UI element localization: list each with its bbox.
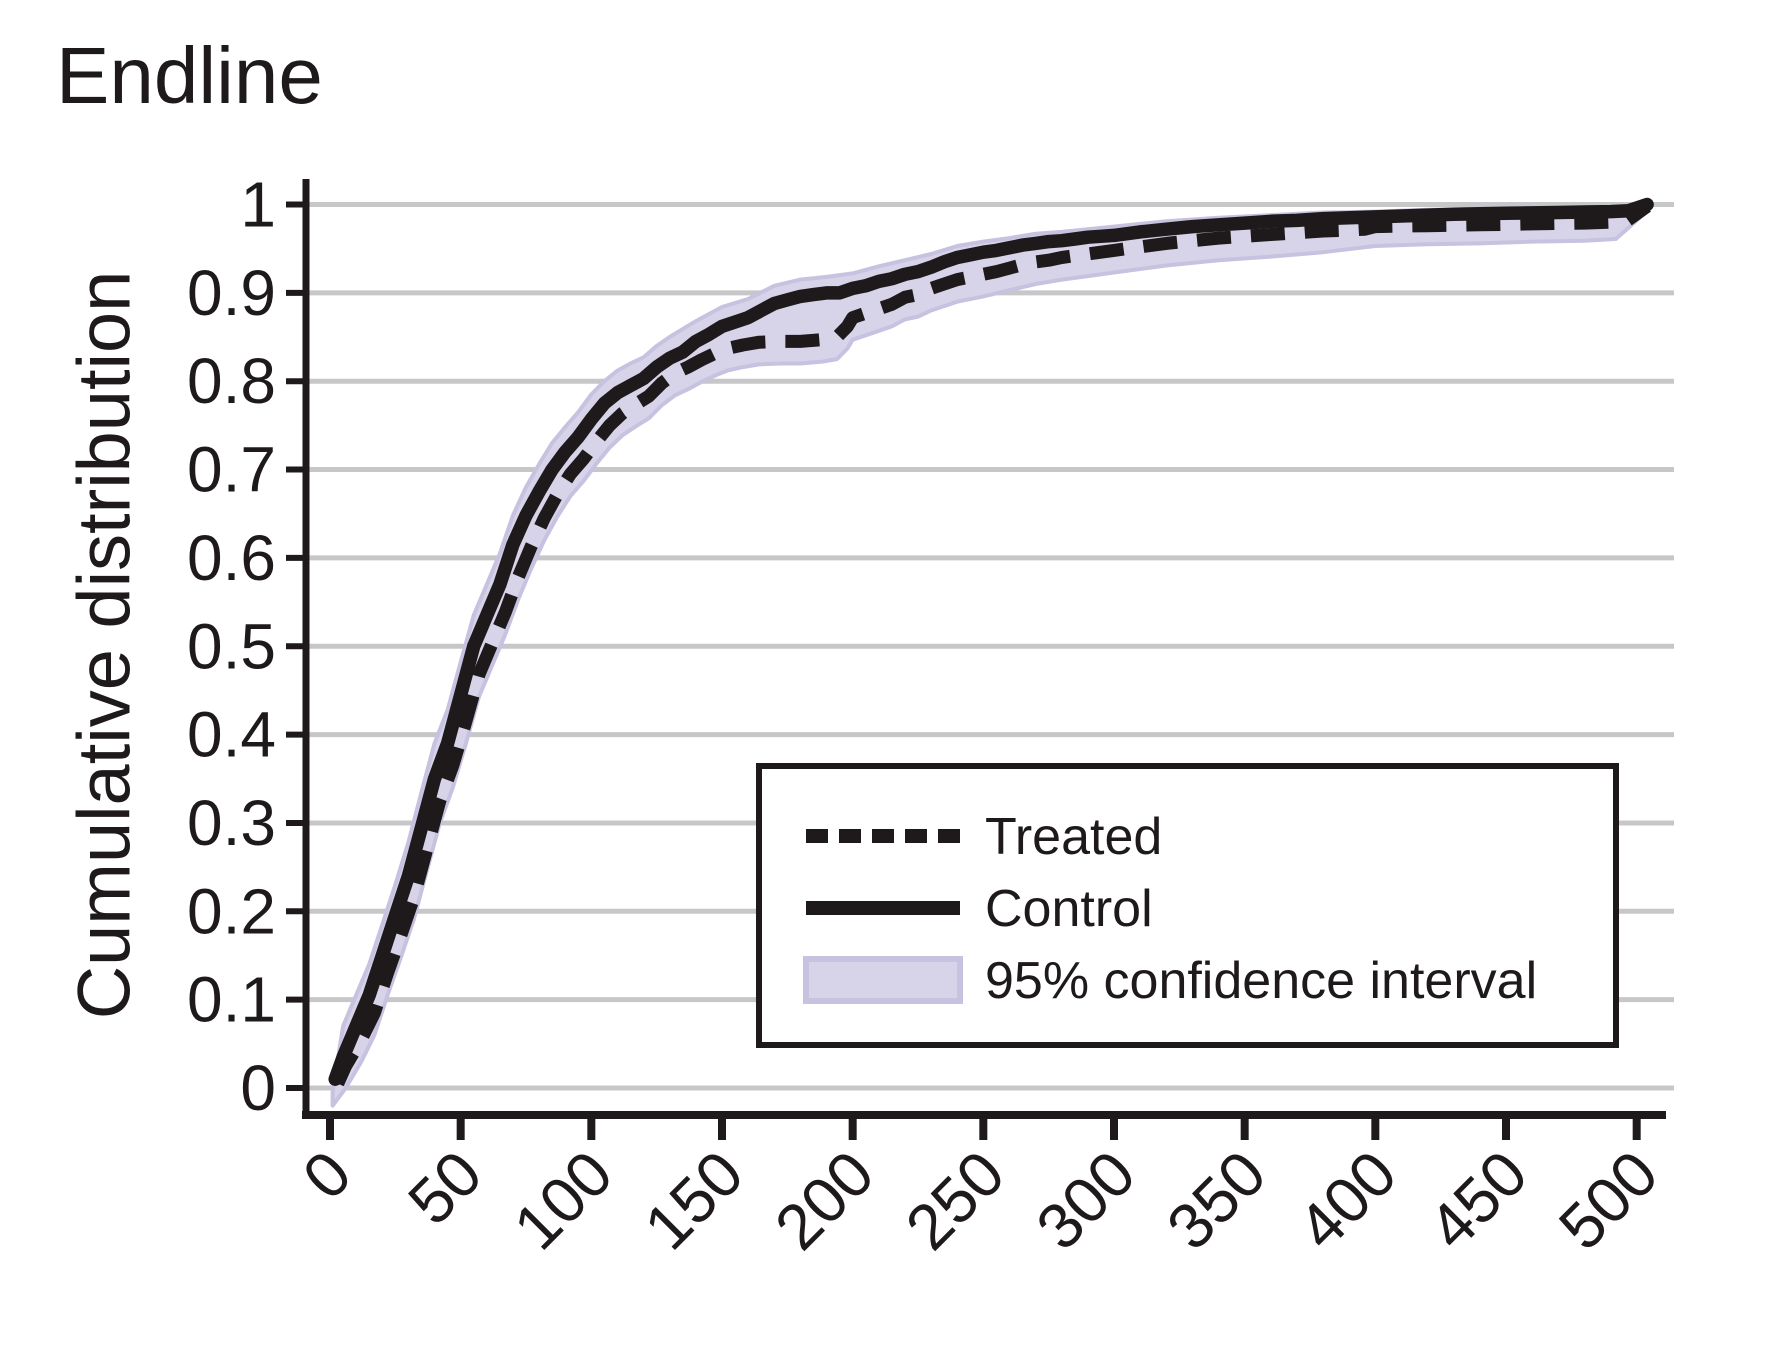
confidence-band: [330, 199, 1652, 1108]
y-tick-label: 1: [240, 169, 276, 241]
x-tick-label: 50: [394, 1137, 495, 1238]
x-tick-label: 500: [1545, 1137, 1671, 1263]
x-tick-label: 350: [1153, 1137, 1279, 1263]
legend-ci-swatch: [803, 956, 963, 1004]
x-tick-label: 200: [761, 1137, 887, 1263]
y-tick-label: 0.2: [187, 875, 276, 947]
y-tick-label: 0: [240, 1052, 276, 1124]
control-line: [328, 197, 1654, 1086]
y-tick-label: 0.4: [187, 699, 276, 771]
x-tick-label: 0: [289, 1137, 365, 1213]
y-tick-label: 0.1: [187, 964, 276, 1036]
x-tick-label: 100: [500, 1137, 626, 1263]
y-tick-label: 0.3: [187, 787, 276, 859]
x-tick-label: 400: [1284, 1137, 1410, 1263]
y-axis-title: Cumulative distribution: [62, 270, 146, 1020]
x-tick-label: 250: [892, 1137, 1018, 1263]
chart-title: Endline: [56, 31, 323, 120]
y-tick-label: 0.5: [187, 610, 276, 682]
legend-label: 95% confidence interval: [985, 952, 1537, 1010]
y-tick-label: 0.9: [187, 257, 276, 329]
legend-label: Control: [985, 880, 1153, 938]
y-tick-label: 0.8: [187, 345, 276, 417]
x-tick-label: 450: [1414, 1137, 1540, 1263]
x-tick-label: 300: [1022, 1137, 1148, 1263]
x-tick-label: 150: [630, 1137, 756, 1263]
y-tick-label: 0.7: [187, 434, 276, 506]
y-tick-label: 0.6: [187, 522, 276, 594]
treated-line: [331, 201, 1651, 1087]
legend-label: Treated: [985, 808, 1162, 866]
